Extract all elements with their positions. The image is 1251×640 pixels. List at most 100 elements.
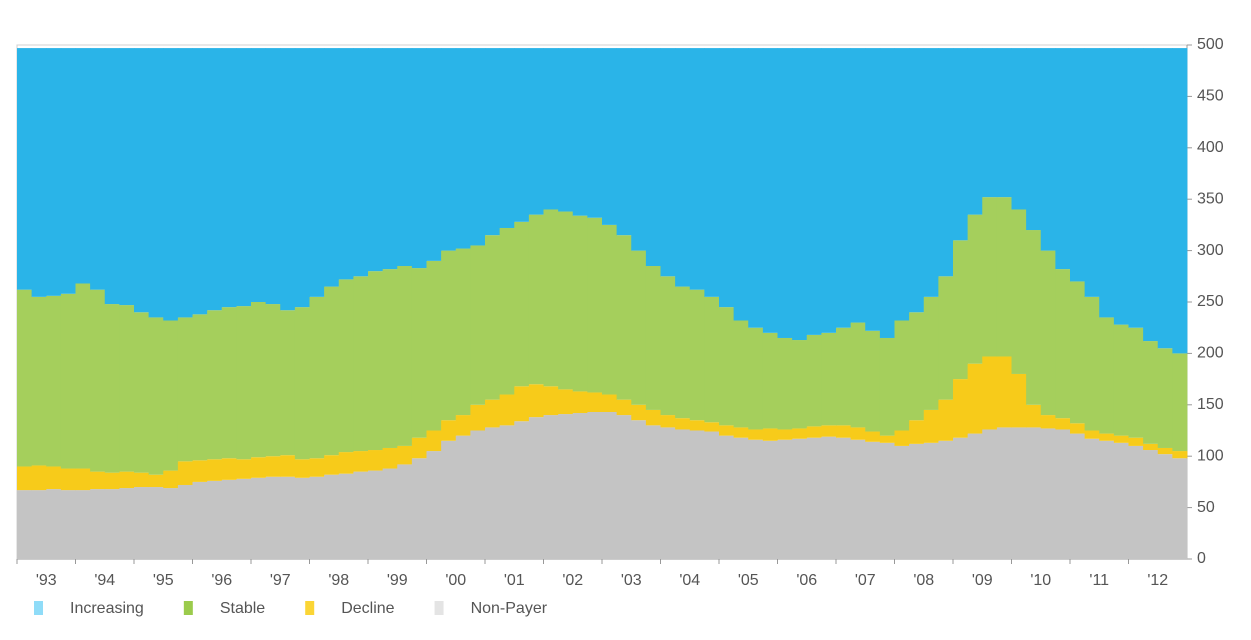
bar-segment: [441, 250, 457, 421]
bar-segment: [368, 450, 384, 471]
bar-segment: [967, 48, 983, 215]
bar-segment: [938, 399, 954, 441]
bar-segment: [1084, 438, 1100, 559]
bar-segment: [60, 293, 76, 469]
x-tick-label: '11: [1089, 572, 1109, 589]
bar-segment: [806, 334, 822, 427]
bar-segment: [528, 384, 544, 418]
bar-segment: [909, 420, 925, 444]
bar-segment: [777, 439, 793, 559]
bar-segment: [455, 48, 471, 249]
x-tick-label: '99: [387, 572, 408, 589]
bar-segment: [660, 415, 676, 428]
bar-segment: [177, 317, 193, 462]
bar-segment: [792, 428, 808, 439]
y-tick-label: 300: [1197, 242, 1224, 259]
bar-segment: [733, 320, 749, 428]
bar-segment: [251, 457, 267, 478]
bar-segment: [777, 48, 793, 338]
bar-segment: [455, 248, 471, 416]
bar-segment: [1011, 48, 1027, 210]
y-tick-label: 50: [1197, 499, 1215, 516]
bar-segment: [134, 472, 150, 488]
bar-segment: [631, 420, 647, 559]
bar-segment: [485, 235, 501, 400]
bar-segment: [251, 302, 267, 458]
bar-segment: [338, 452, 354, 474]
bar-segment: [221, 48, 237, 308]
bar-segment: [1113, 324, 1129, 436]
bar-segment: [996, 427, 1012, 559]
bar-segment: [368, 470, 384, 559]
bar-segment: [60, 48, 76, 294]
bar-segment: [821, 332, 837, 426]
bar-segment: [982, 429, 998, 559]
bar-segment: [689, 420, 705, 431]
bar-segment: [148, 487, 164, 559]
bar-segment: [280, 455, 296, 477]
bar-segment: [353, 451, 369, 472]
bar-segment: [865, 431, 881, 442]
bar-segment: [236, 459, 252, 479]
bar-segment: [236, 48, 252, 307]
bar-segment: [762, 332, 778, 429]
bar-segment: [923, 296, 939, 410]
bar-segment: [733, 427, 749, 438]
bar-segment: [923, 442, 939, 559]
bar-segment: [382, 269, 398, 448]
bar-segment: [31, 48, 47, 297]
bar-segment: [982, 48, 998, 198]
bar-segment: [923, 48, 939, 297]
bar-segment: [324, 474, 340, 559]
bar-segment: [294, 307, 310, 460]
bar-segment: [762, 440, 778, 559]
bar-segment: [280, 48, 296, 311]
bar-segment: [850, 48, 866, 323]
bar-segment: [104, 304, 120, 473]
bar-segment: [309, 48, 325, 297]
bar-segment: [382, 48, 398, 270]
bar-segment: [411, 48, 427, 269]
bar-segment: [616, 48, 632, 236]
bar-segment: [1172, 458, 1188, 559]
bar-segment: [792, 48, 808, 341]
bar-segment: [792, 340, 808, 429]
bar-segment: [90, 48, 106, 290]
bar-segment: [1040, 428, 1056, 559]
bar-segment: [411, 268, 427, 438]
bar-segment: [207, 459, 223, 481]
y-tick-label: 400: [1197, 139, 1224, 156]
x-tick-label: '07: [855, 572, 876, 589]
bar-segment: [470, 430, 486, 559]
bar-segment: [90, 489, 106, 559]
bar-segment: [616, 399, 632, 416]
x-tick-label: '06: [796, 572, 817, 589]
bar-segment: [1040, 250, 1056, 416]
bar-segment: [1070, 433, 1086, 559]
bar-segment: [17, 48, 33, 290]
bar-segment: [294, 459, 310, 478]
bar-segment: [704, 48, 720, 297]
bar-segment: [90, 471, 106, 490]
bar-segment: [119, 471, 135, 489]
bar-segment: [1157, 454, 1173, 559]
bar-segment: [265, 48, 281, 305]
bar-segment: [192, 48, 208, 315]
bar-segment: [514, 386, 530, 422]
bar-segment: [909, 312, 925, 421]
y-tick-label: 150: [1197, 396, 1224, 413]
bar-segment: [353, 48, 369, 277]
legend-label: Stable: [220, 600, 265, 617]
bar-segment: [1099, 440, 1115, 559]
bar-segment: [660, 427, 676, 559]
bar-segment: [543, 415, 559, 559]
y-tick-label: 250: [1197, 293, 1224, 310]
bar-segment: [426, 430, 442, 452]
bar-segment: [1099, 433, 1115, 441]
bar-segment: [251, 477, 267, 559]
legend-swatch: [34, 601, 43, 615]
bar-segment: [865, 330, 881, 432]
bar-segment: [1099, 48, 1115, 318]
bar-segment: [499, 394, 515, 426]
bar-segment: [1143, 450, 1159, 559]
